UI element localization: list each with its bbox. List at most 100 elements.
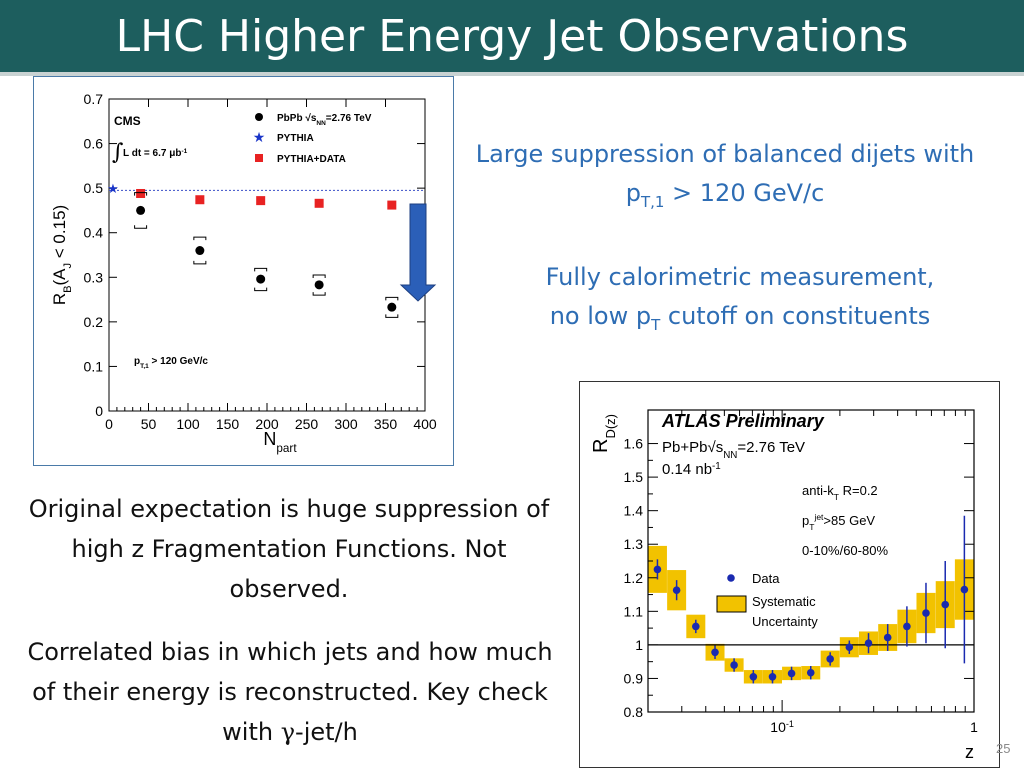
atlas-data-point [768,672,777,681]
cms-x-tick-label: 400 [413,416,437,432]
atlas-y-tick-label: 1.5 [624,469,644,485]
cms-y-tick-label: 0.5 [84,180,104,196]
cms-x-tick-label: 0 [105,416,113,432]
atlas-legend-data-marker [727,574,735,582]
atlas-y-tick-label: 1.4 [624,503,644,519]
page-number: 25 [996,741,1011,756]
atlas-y-tick-label: 0.8 [624,704,644,720]
point1-subscript: T,1 [640,192,665,211]
atlas-data-point [826,655,834,663]
cms-pythia-point: ★ [107,182,119,197]
atlas-y-tick-label: 0.9 [624,670,644,686]
cms-x-tick-label: 300 [334,416,358,432]
cms-integral-symbol: ∫ [112,140,124,165]
cms-pbpb-point [387,302,397,312]
atlas-x-axis-label: z [965,742,974,762]
cms-luminosity-label: L dt = 6.7 μb-1 [123,148,188,160]
atlas-data-point [730,661,738,669]
atlas-data-point [903,622,911,631]
cms-pbpb-systematic-bracket [312,274,326,296]
atlas-y-tick-label: 1 [635,637,643,653]
atlas-y-tick-label: 1.3 [624,536,644,552]
slide-title: LHC Higher Energy Jet Observations [0,0,1024,72]
cms-figure: 0 50 100 150 200 250 300 350 400 0 0.1 0.2 0.3 0.4 0.5… [33,76,454,466]
cms-x-axis-label: Npart [263,429,297,455]
cms-y-tick-label: 0.1 [84,358,104,374]
atlas-system-label: Pb+Pb√sNN=2.76 TeV [662,439,805,461]
point1-tail: > 120 GeV/c [664,179,825,207]
cms-pbpb-point [314,280,324,290]
cms-y-tick-label: 0.4 [84,225,104,241]
cms-pbpb-systematic-bracket [134,192,148,229]
cms-pbpb-systematic-bracket [385,296,399,318]
point2-line2-tail: cutoff on constituents [660,302,931,330]
atlas-data-point [845,643,854,652]
cms-pbpb-point [195,246,205,256]
cms-y-tick-label: 0.2 [84,314,104,330]
atlas-x-tick-label: 10-1 [770,719,794,735]
cms-pythia-data-point [256,196,266,206]
atlas-y-tick-label: 1.2 [624,570,644,586]
atlas-figure: 0.8 0.9 1 1.1 1.2 1.3 1.4 1.5 1.6 10-1 1 z RD(z) ATLA… [579,381,1000,768]
point-correlated-bias: Correlated bias in which jets and how mu… [14,632,566,752]
point-calorimetric: Fully calorimetric measurement, no low p… [470,258,1010,345]
point1-text: Large suppression of balanced dijets wit… [475,140,975,207]
atlas-rdz-vs-z-chart: 0.8 0.9 1 1.1 1.2 1.3 1.4 1.5 1.6 10-1 1 z RD(z) ATLA… [590,409,978,762]
atlas-data-point [653,565,662,574]
cms-x-tick-label: 350 [374,416,398,432]
cms-x-tick-label: 250 [295,416,319,432]
atlas-data-point [883,633,892,642]
atlas-data-point [806,668,815,677]
atlas-data-point [787,669,796,678]
point4-text: Correlated bias in which jets and how mu… [27,638,553,746]
cms-x-tick-label: 150 [216,416,240,432]
cms-legend-pbpb-marker [255,113,263,121]
cms-legend-pythia-marker: ★ [253,130,266,146]
atlas-algo-label: anti-kT R=0.2 [802,483,878,502]
cms-cut-label: pT,1 > 120 GeV/c [134,356,208,370]
atlas-legend-systematic-label: Systematic [752,594,816,609]
cms-pythia-data-point [314,198,324,208]
atlas-y-tick-label: 1.6 [624,436,644,452]
atlas-data-point [941,600,950,609]
atlas-legend-uncertainty-label: Uncertainty [752,614,818,629]
cms-x-tick-label: 100 [176,416,200,432]
atlas-y-axis-label: RD(z) [590,414,618,453]
cms-legend-pbpb-label: PbPb √sNN=2.76 TeV [277,113,372,127]
gamma-symbol: γ [280,718,296,746]
point2-line2: no low pT cutoff on constituents [470,297,1010,345]
cms-pythia-data-point [136,188,146,198]
atlas-legend-data-label: Data [752,571,780,586]
cms-x-tick-label: 50 [141,416,157,432]
cms-pythia-data-point [387,200,397,210]
atlas-data-point [672,586,681,594]
atlas-data-point [711,648,719,657]
cms-pbpb-point [256,274,266,284]
point-fragmentation: Original expectation is huge suppression… [28,495,550,603]
atlas-data-point [864,639,873,648]
atlas-data-point [922,609,930,617]
point2-line2-text: no low p [549,302,652,330]
point2-subscript: T [651,315,661,334]
cms-legend-pythia-data-label: PYTHIA+DATA [277,154,346,165]
atlas-data-point [960,585,969,594]
atlas-data-point [749,672,758,681]
cms-y-axis-label: RB(AJ < 0.15) [50,205,74,305]
atlas-y-tick-label: 1.1 [624,603,644,619]
cms-y-tick-label: 0.7 [84,91,104,107]
cms-y-tick-label: 0 [95,403,103,419]
cms-experiment-label: CMS [114,114,141,128]
cms-y-tick-label: 0.3 [84,269,104,285]
atlas-x-tick-label: 1 [970,719,978,735]
cms-pythia-data-point [195,195,205,205]
atlas-legend-systematic-swatch [716,595,747,613]
atlas-lumi-label: 0.14 nb-1 [662,461,721,479]
point2-line1: Fully calorimetric measurement, [545,263,935,291]
point-dijet-suppression: Large suppression of balanced dijets wit… [470,135,980,222]
cms-pbpb-systematic-bracket [254,267,268,292]
cms-x-tick-label: 200 [255,416,279,432]
cms-pbpb-systematic-bracket [193,236,207,265]
cms-legend-pythia-label: PYTHIA [277,133,314,144]
cms-legend-pythia-data-marker [255,154,263,162]
point4-tail: -jet/h [295,718,358,746]
